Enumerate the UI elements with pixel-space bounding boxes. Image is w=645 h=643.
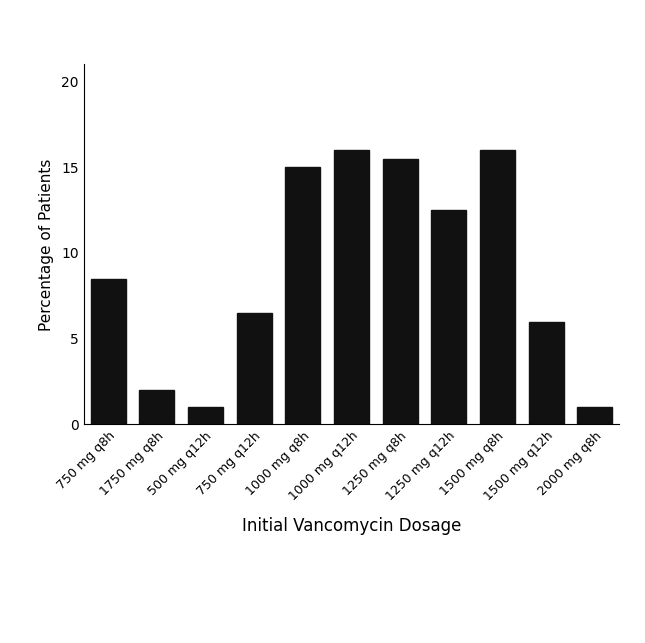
- Bar: [188, 407, 223, 424]
- Bar: [529, 322, 564, 424]
- Text: Source: Pharmacotherapy © 2011 Pharmacotherapy Publications: Source: Pharmacotherapy © 2011 Pharmacot…: [130, 621, 515, 634]
- Bar: [382, 159, 418, 424]
- X-axis label: Initial Vancomycin Dosage: Initial Vancomycin Dosage: [242, 517, 461, 535]
- Bar: [480, 150, 515, 424]
- Y-axis label: Percentage of Patients: Percentage of Patients: [39, 158, 54, 331]
- Bar: [91, 278, 126, 424]
- Bar: [432, 210, 466, 424]
- Text: Medscape: Medscape: [8, 10, 101, 27]
- Bar: [237, 313, 272, 424]
- Bar: [285, 167, 321, 424]
- Bar: [139, 390, 174, 424]
- Bar: [577, 407, 612, 424]
- Bar: [334, 150, 369, 424]
